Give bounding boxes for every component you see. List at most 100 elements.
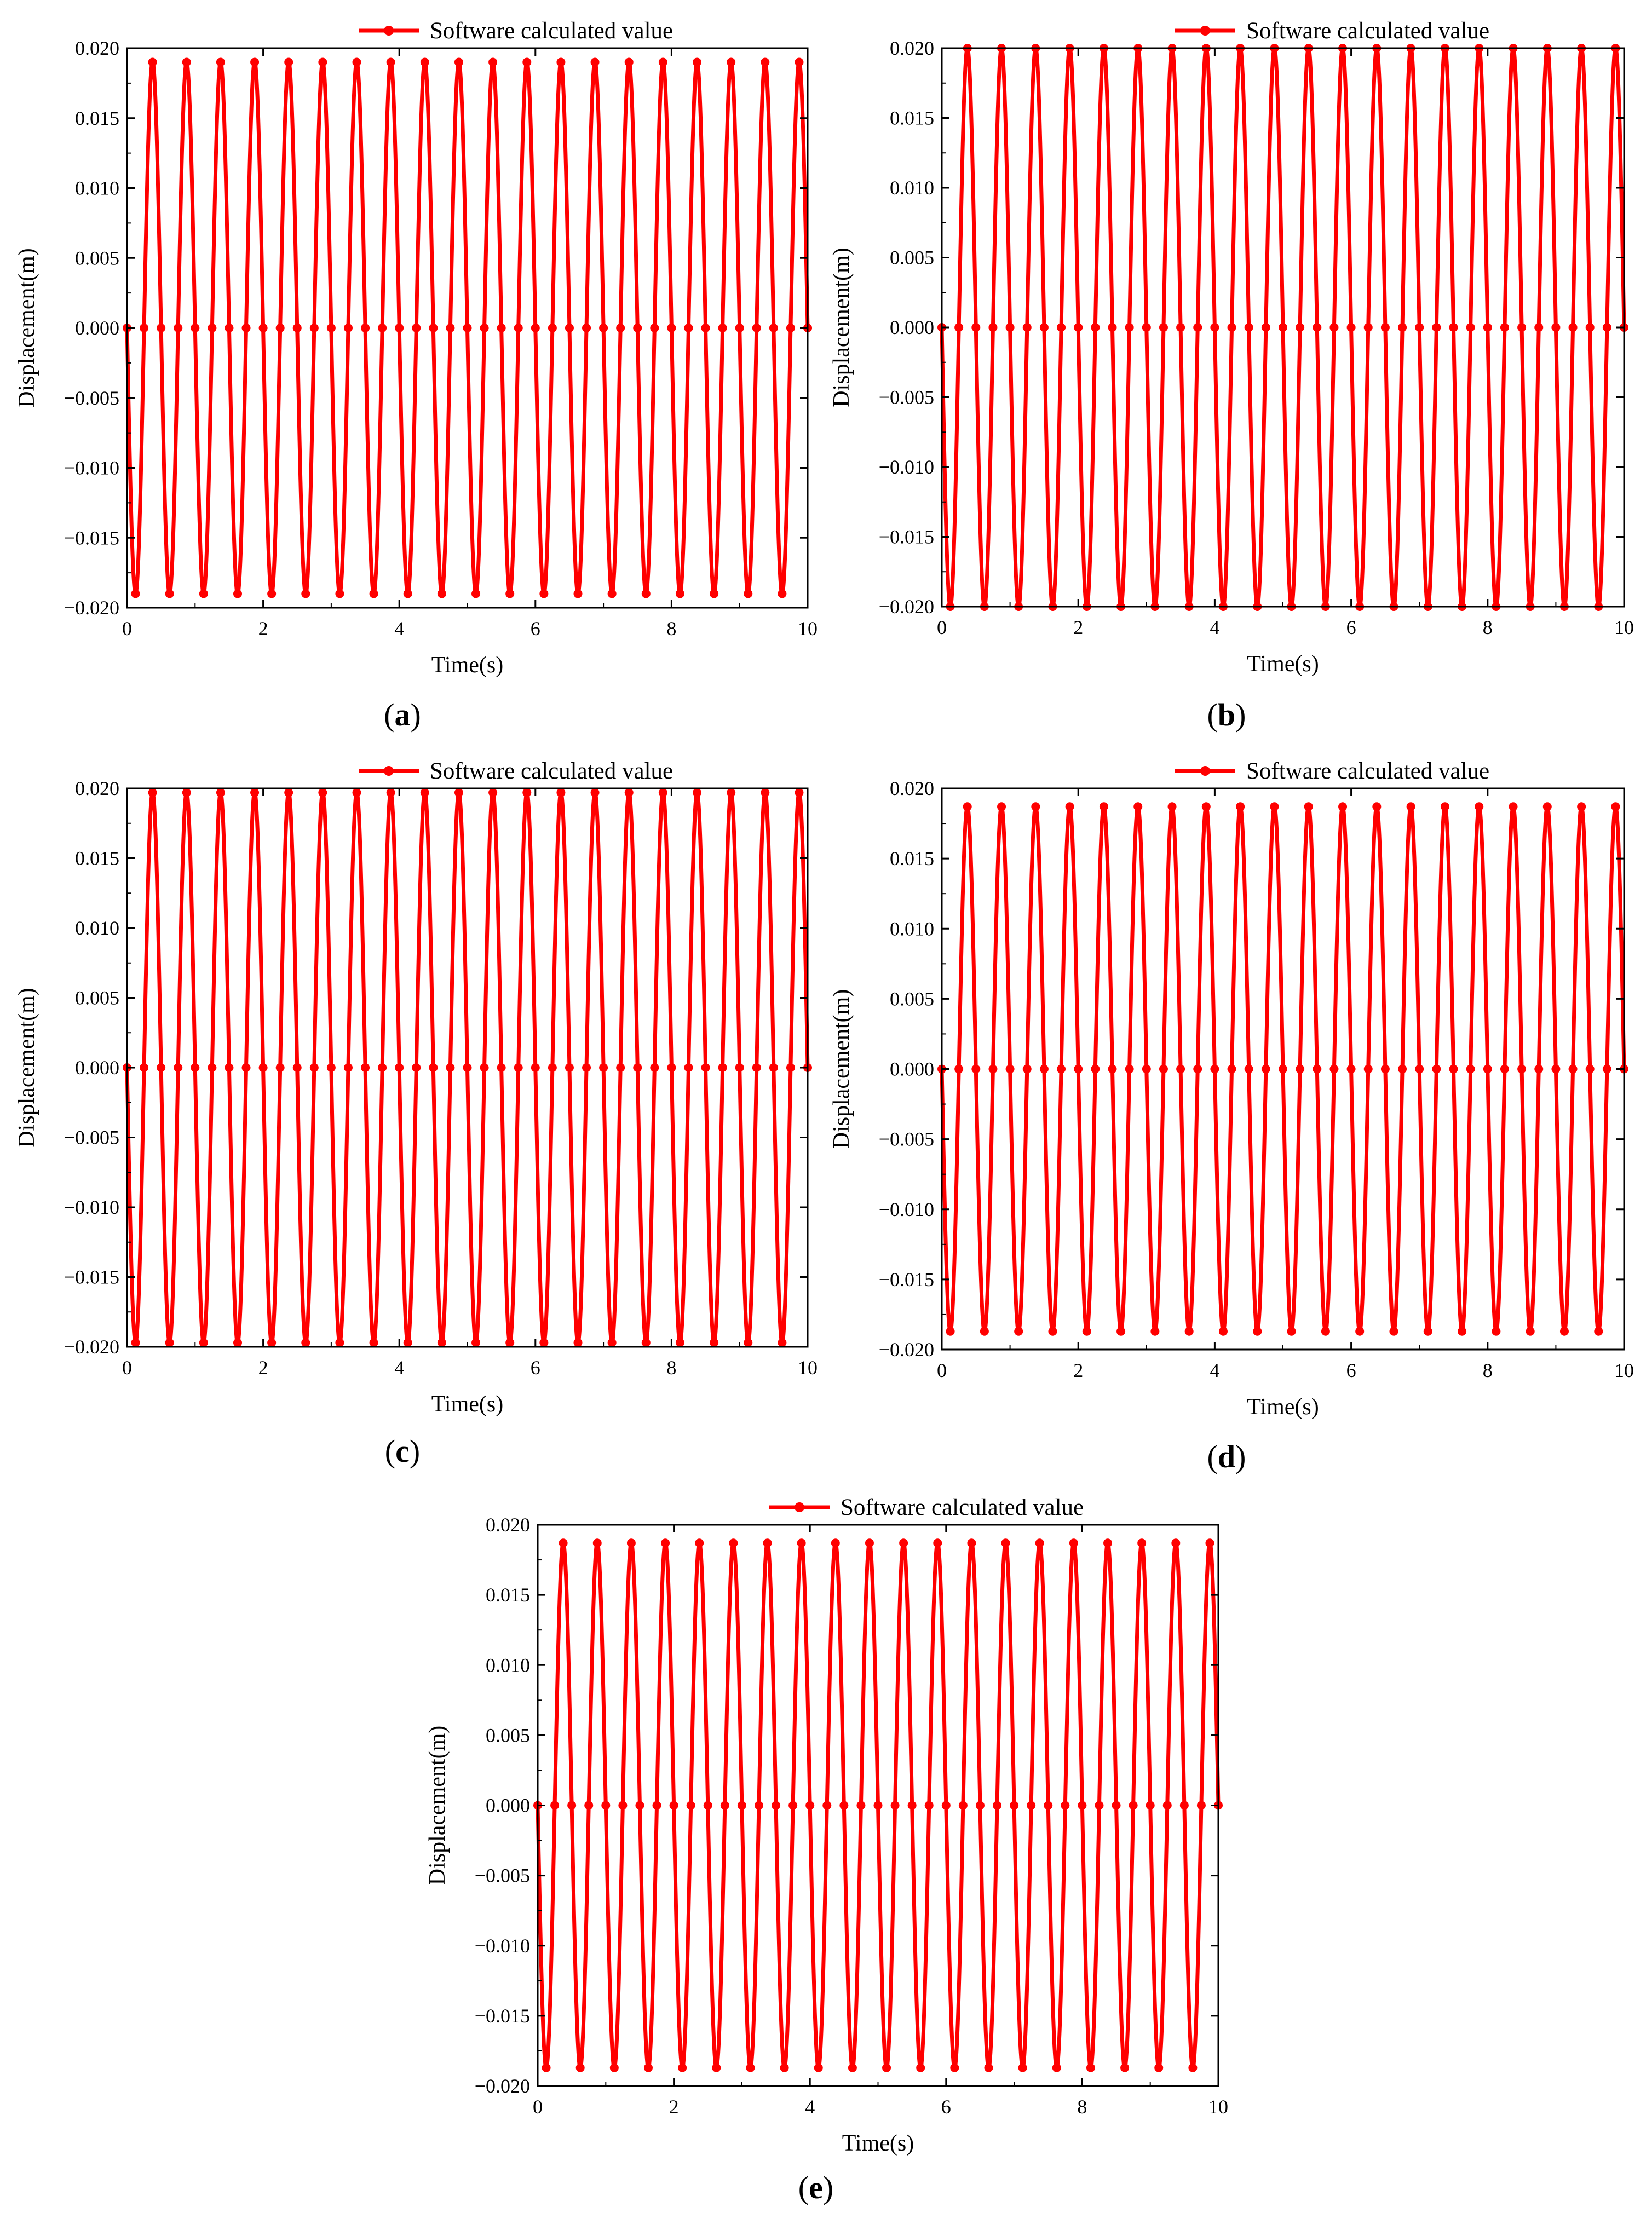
data-point xyxy=(446,324,455,332)
data-point xyxy=(1551,1064,1561,1074)
x-tick-label: 8 xyxy=(1077,2096,1087,2118)
data-point xyxy=(1227,323,1236,332)
data-point xyxy=(335,1338,344,1347)
data-point xyxy=(267,1338,277,1347)
panel-label: (b) xyxy=(1207,697,1246,733)
data-point xyxy=(361,1063,370,1072)
panel-label-letter: b xyxy=(1218,697,1235,733)
data-point xyxy=(480,324,489,332)
data-point xyxy=(967,1538,976,1548)
x-tick-label: 10 xyxy=(1614,616,1634,638)
data-point xyxy=(633,1063,642,1072)
data-point xyxy=(641,1338,651,1347)
data-point xyxy=(822,1801,832,1810)
y-axis-title: Displacement(m) xyxy=(425,1726,450,1886)
data-point xyxy=(971,323,981,332)
data-point xyxy=(729,1538,738,1548)
data-point xyxy=(941,1801,951,1810)
data-point xyxy=(1112,1801,1121,1810)
data-point xyxy=(216,788,225,797)
data-point xyxy=(710,589,719,598)
data-point xyxy=(1406,802,1415,811)
y-tick-label: 0.000 xyxy=(75,1057,119,1079)
data-point xyxy=(735,324,744,332)
data-point xyxy=(437,1338,446,1347)
y-tick-label: 0.005 xyxy=(75,247,119,269)
legend: Software calculated value xyxy=(359,758,673,784)
data-point xyxy=(916,2063,925,2072)
data-point xyxy=(701,324,710,332)
data-point xyxy=(1329,323,1339,332)
y-tick-label: −0.005 xyxy=(879,1128,934,1150)
data-point xyxy=(1380,323,1390,332)
data-point xyxy=(1363,323,1373,332)
data-point xyxy=(1074,1064,1083,1074)
data-point xyxy=(556,57,566,67)
data-point xyxy=(386,57,395,67)
y-tick-label: 0.015 xyxy=(486,1584,530,1606)
data-point xyxy=(1142,1064,1151,1074)
data-point xyxy=(626,1538,636,1548)
data-point xyxy=(1398,323,1407,332)
data-point xyxy=(573,589,583,598)
panel-label-close: ) xyxy=(1235,697,1246,733)
y-tick-label: 0.010 xyxy=(486,1654,530,1676)
data-point xyxy=(1509,802,1518,811)
data-point xyxy=(1027,1801,1036,1810)
data-point xyxy=(403,589,412,598)
data-point xyxy=(675,1338,684,1347)
data-point xyxy=(565,324,574,332)
data-point xyxy=(463,324,472,332)
data-point xyxy=(1585,323,1595,332)
data-point xyxy=(1534,1064,1544,1074)
data-point xyxy=(250,788,260,797)
data-point xyxy=(1162,1801,1172,1810)
legend-marker-swatch xyxy=(384,766,394,776)
data-point xyxy=(954,1064,964,1074)
data-point xyxy=(882,2063,891,2072)
y-tick-label: −0.010 xyxy=(879,456,934,478)
y-axis-title: Displacement(m) xyxy=(829,989,854,1149)
data-point xyxy=(369,589,378,598)
data-point xyxy=(1534,323,1544,332)
legend-label: Software calculated value xyxy=(430,18,673,44)
data-point xyxy=(514,1063,523,1072)
data-point xyxy=(429,324,438,332)
x-tick-label: 2 xyxy=(1073,616,1083,638)
data-point xyxy=(284,57,293,67)
data-point xyxy=(763,1538,772,1548)
data-point xyxy=(1475,802,1484,811)
data-point xyxy=(233,1338,242,1347)
x-tick-label: 0 xyxy=(122,1357,132,1379)
data-point xyxy=(971,1064,981,1074)
data-point xyxy=(148,788,157,797)
data-point xyxy=(1125,1064,1134,1074)
x-axis-title: Time(s) xyxy=(431,653,503,678)
data-point xyxy=(754,1801,763,1810)
data-point xyxy=(548,324,557,332)
data-point xyxy=(1001,1538,1010,1548)
data-point xyxy=(1492,1327,1501,1336)
data-point xyxy=(1193,1064,1202,1074)
data-point xyxy=(695,1538,704,1548)
data-point xyxy=(1389,1327,1398,1336)
data-point xyxy=(1355,1327,1365,1336)
data-point xyxy=(412,1063,421,1072)
data-point xyxy=(1210,1064,1219,1074)
chart-panel-b: −0.020 −0.015 −0.010 −0.005 0.000 0.005 0.010 0… xyxy=(829,18,1634,677)
data-point xyxy=(1074,323,1083,332)
data-point xyxy=(1611,802,1620,811)
data-point xyxy=(301,1338,310,1347)
data-point xyxy=(559,1538,568,1548)
y-tick-label: 0.015 xyxy=(890,107,934,129)
data-point xyxy=(1154,2063,1164,2072)
data-point xyxy=(199,1338,208,1347)
x-tick-label: 4 xyxy=(1210,1359,1219,1381)
data-point xyxy=(752,1063,761,1072)
data-point xyxy=(412,324,421,332)
panel-label-letter: e xyxy=(809,2170,823,2205)
y-tick-label: −0.005 xyxy=(879,387,934,408)
y-tick-label: −0.020 xyxy=(64,597,119,619)
data-point xyxy=(471,1338,481,1347)
